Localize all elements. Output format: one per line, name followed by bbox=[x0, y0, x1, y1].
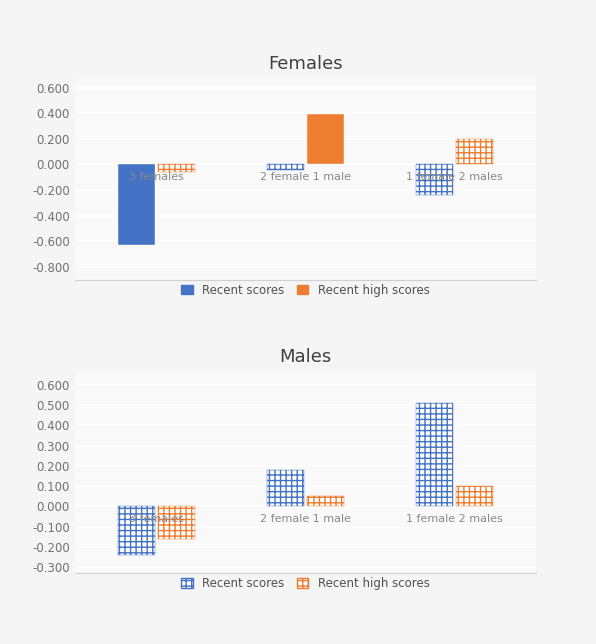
Legend: Recent scores, Recent high scores: Recent scores, Recent high scores bbox=[178, 280, 433, 300]
Bar bbox=[158, 164, 195, 172]
Bar bbox=[456, 138, 493, 164]
Title: Males: Males bbox=[280, 348, 331, 366]
Bar bbox=[118, 506, 155, 555]
Text: 2 female 1 male: 2 female 1 male bbox=[260, 515, 351, 524]
Bar bbox=[307, 497, 344, 506]
Text: 1 female 2 males: 1 female 2 males bbox=[406, 173, 503, 182]
Bar bbox=[267, 164, 304, 169]
Bar bbox=[118, 164, 155, 245]
Text: 1 female 2 males: 1 female 2 males bbox=[406, 515, 503, 524]
Bar bbox=[416, 164, 453, 195]
Bar bbox=[158, 506, 195, 539]
Legend: Recent scores, Recent high scores: Recent scores, Recent high scores bbox=[178, 574, 433, 594]
Bar bbox=[416, 403, 453, 506]
Text: 2 female 1 male: 2 female 1 male bbox=[260, 173, 351, 182]
Title: Females: Females bbox=[268, 55, 343, 73]
Bar bbox=[456, 486, 493, 506]
Bar bbox=[267, 470, 304, 506]
Text: 3 females: 3 females bbox=[129, 173, 184, 182]
Bar bbox=[307, 115, 344, 164]
Text: 3 females: 3 females bbox=[129, 515, 184, 524]
